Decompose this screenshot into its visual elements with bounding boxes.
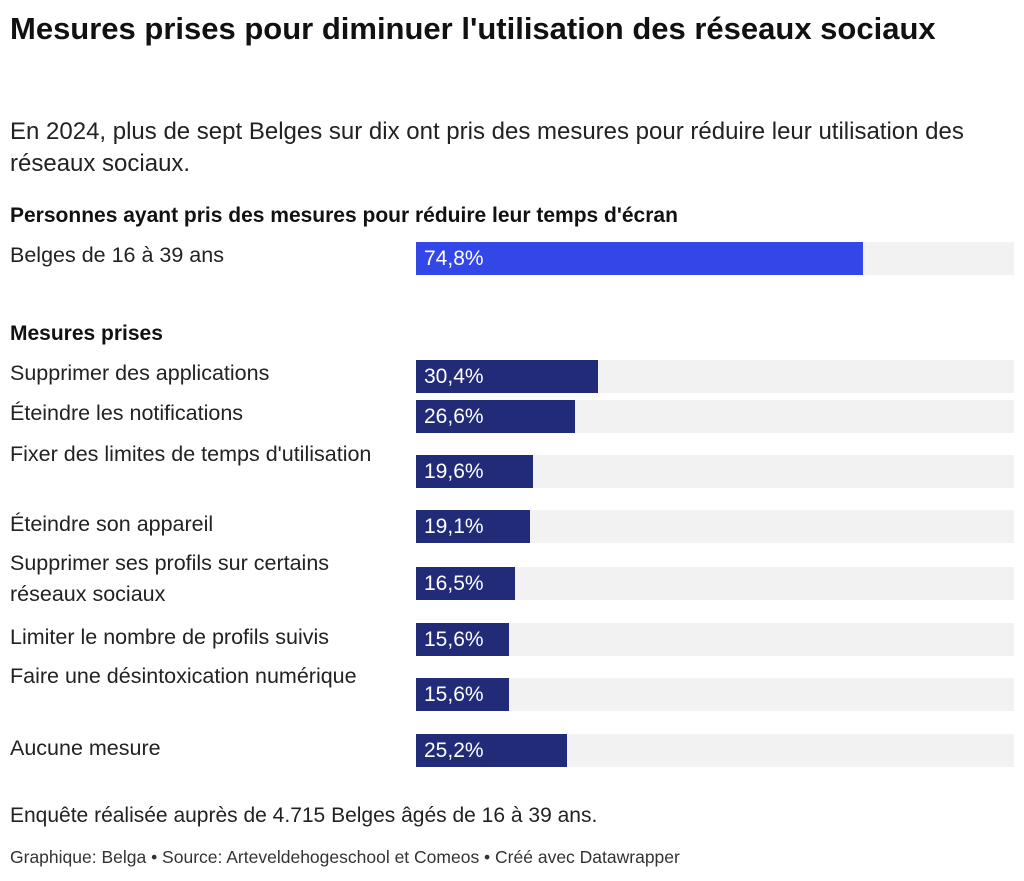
chart-title: Mesures prises pour diminuer l'utilisati…	[10, 11, 936, 46]
bar-track: 26,6%	[416, 400, 1014, 433]
bar: 30,4%	[416, 360, 598, 393]
bar-value-label: 26,6%	[424, 405, 484, 428]
bar-track: 15,6%	[416, 678, 1014, 711]
bar-track: 16,5%	[416, 567, 1014, 600]
bar: 15,6%	[416, 678, 510, 711]
chart-subtitle: En 2024, plus de sept Belges sur dix ont…	[10, 118, 964, 177]
bar-value-label: 15,6%	[424, 683, 484, 706]
section-heading-measures: Mesures prises	[10, 322, 163, 345]
bar: 25,2%	[416, 734, 567, 767]
bar-value-label: 74,8%	[424, 247, 484, 270]
category-label: Aucune mesure	[10, 736, 161, 760]
bar-value-label: 16,5%	[424, 572, 484, 595]
category-label: Belges de 16 à 39 ans	[10, 243, 224, 267]
bar-track: 30,4%	[416, 360, 1014, 393]
bar: 19,1%	[416, 510, 531, 543]
bar: 16,5%	[416, 567, 515, 600]
bar-track: 74,8%	[416, 242, 1014, 275]
bar-value-label: 19,6%	[424, 460, 484, 483]
section-heading-overall: Personnes ayant pris des mesures pour ré…	[10, 204, 678, 227]
bar-track: 19,6%	[416, 455, 1014, 488]
bar: 26,6%	[416, 400, 576, 433]
bar-value-label: 15,6%	[424, 628, 484, 651]
category-label: Éteindre les notifications	[10, 401, 244, 425]
bar-track: 19,1%	[416, 510, 1014, 543]
bar: 74,8%	[416, 242, 864, 275]
bar-value-label: 19,1%	[424, 515, 484, 538]
category-label: Supprimer des applications	[10, 361, 270, 385]
category-label: Fixer des limites de temps d'utilisation	[10, 442, 372, 466]
bar-value-label: 25,2%	[424, 739, 484, 762]
category-label: Faire une désintoxication numérique	[10, 664, 357, 688]
bar: 15,6%	[416, 623, 510, 656]
chart-footer: Graphique: Belga • Source: Arteveldehoge…	[10, 847, 680, 867]
bar-track: 15,6%	[416, 623, 1014, 656]
category-label: Limiter le nombre de profils suivis	[10, 625, 330, 649]
category-label: Éteindre son appareil	[10, 512, 214, 536]
survey-note: Enquête réalisée auprès de 4.715 Belges …	[10, 804, 598, 827]
bar: 19,6%	[416, 455, 534, 488]
bar-value-label: 30,4%	[424, 365, 484, 388]
category-label: Supprimer ses profils sur certains résea…	[10, 551, 330, 606]
bar-track: 25,2%	[416, 734, 1014, 767]
